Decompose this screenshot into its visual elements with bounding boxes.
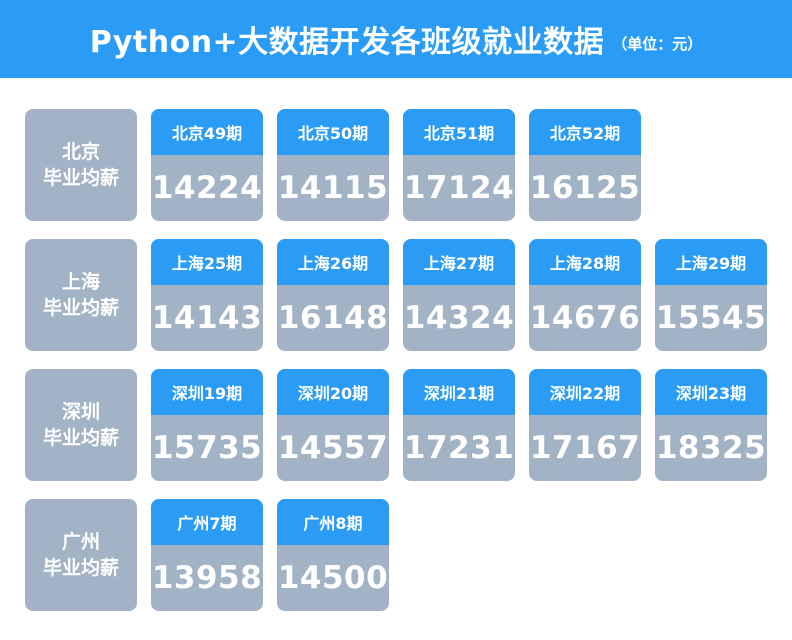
class-name: 深圳22期 — [529, 369, 641, 415]
city-label-guangzhou: 广州 毕业均薪 — [25, 499, 137, 611]
city-row-beijing: 北京 毕业均薪 北京49期 14224 北京50期 14115 北京51期 17… — [25, 109, 781, 221]
class-name: 深圳19期 — [151, 369, 263, 415]
city-name: 广州 — [61, 531, 100, 553]
class-card: 上海26期 16148 — [277, 239, 389, 351]
salary-grid: 北京 毕业均薪 北京49期 14224 北京50期 14115 北京51期 17… — [25, 109, 781, 629]
class-card: 北京49期 14224 — [151, 109, 263, 221]
class-card: 深圳22期 17167 — [529, 369, 641, 481]
class-salary: 17167 — [529, 430, 641, 466]
class-salary: 16148 — [277, 300, 389, 336]
class-salary: 17124 — [403, 170, 515, 206]
class-salary: 13958 — [151, 560, 263, 596]
city-row-shenzhen: 深圳 毕业均薪 深圳19期 15735 深圳20期 14557 深圳21期 17… — [25, 369, 781, 481]
class-name: 深圳23期 — [655, 369, 767, 415]
class-card: 上海28期 14676 — [529, 239, 641, 351]
city-caption: 毕业均薪 — [42, 297, 119, 319]
class-name: 上海26期 — [277, 239, 389, 285]
class-card: 深圳20期 14557 — [277, 369, 389, 481]
class-name: 上海28期 — [529, 239, 641, 285]
class-salary: 15735 — [151, 430, 263, 466]
class-card: 广州7期 13958 — [151, 499, 263, 611]
class-card: 上海25期 14143 — [151, 239, 263, 351]
class-name: 北京51期 — [403, 109, 515, 155]
city-caption: 毕业均薪 — [42, 557, 119, 579]
page-header: Python+大数据开发各班级就业数据 （单位：元） — [0, 0, 792, 78]
city-name: 上海 — [61, 271, 100, 293]
class-card: 北京50期 14115 — [277, 109, 389, 221]
class-card: 北京52期 16125 — [529, 109, 641, 221]
city-caption: 毕业均薪 — [42, 427, 119, 449]
class-card: 深圳23期 18325 — [655, 369, 767, 481]
class-name: 深圳20期 — [277, 369, 389, 415]
class-name: 北京52期 — [529, 109, 641, 155]
class-salary: 14557 — [277, 430, 389, 466]
class-name: 广州7期 — [151, 499, 263, 545]
class-salary: 14115 — [277, 170, 389, 206]
city-name: 深圳 — [61, 401, 100, 423]
city-name: 北京 — [61, 141, 100, 163]
class-name: 上海29期 — [655, 239, 767, 285]
class-name: 深圳21期 — [403, 369, 515, 415]
class-name: 北京49期 — [151, 109, 263, 155]
class-salary: 14224 — [151, 170, 263, 206]
class-name: 上海27期 — [403, 239, 515, 285]
city-row-shanghai: 上海 毕业均薪 上海25期 14143 上海26期 16148 上海27期 14… — [25, 239, 781, 351]
city-label-beijing: 北京 毕业均薪 — [25, 109, 137, 221]
city-label-shanghai: 上海 毕业均薪 — [25, 239, 137, 351]
class-card: 深圳21期 17231 — [403, 369, 515, 481]
class-salary: 14324 — [403, 300, 515, 336]
class-card: 北京51期 17124 — [403, 109, 515, 221]
class-salary: 14676 — [529, 300, 641, 336]
unit-note: （单位：元） — [612, 34, 703, 53]
class-card: 上海27期 14324 — [403, 239, 515, 351]
page-title: Python+大数据开发各班级就业数据 — [89, 25, 605, 60]
class-card: 广州8期 14500 — [277, 499, 389, 611]
class-salary: 18325 — [655, 430, 767, 466]
class-salary: 14143 — [151, 300, 263, 336]
class-salary: 17231 — [403, 430, 515, 466]
class-salary: 14500 — [277, 560, 389, 596]
class-name: 广州8期 — [277, 499, 389, 545]
class-name: 北京50期 — [277, 109, 389, 155]
class-card: 深圳19期 15735 — [151, 369, 263, 481]
class-salary: 15545 — [655, 300, 767, 336]
city-label-shenzhen: 深圳 毕业均薪 — [25, 369, 137, 481]
class-salary: 16125 — [529, 170, 641, 206]
city-row-guangzhou: 广州 毕业均薪 广州7期 13958 广州8期 14500 — [25, 499, 781, 611]
class-card: 上海29期 15545 — [655, 239, 767, 351]
city-caption: 毕业均薪 — [42, 167, 119, 189]
class-name: 上海25期 — [151, 239, 263, 285]
